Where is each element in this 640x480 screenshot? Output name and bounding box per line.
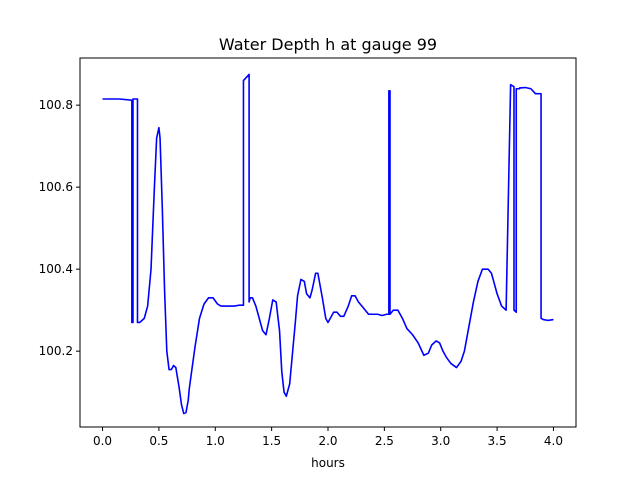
x-axis-ticks: 0.0 0.5 1.0 1.5 2.0 2.5 3.0 3.5 4.0 xyxy=(93,427,563,448)
x-tick-label: 0.5 xyxy=(149,434,168,448)
x-tick-label: 3.5 xyxy=(488,434,507,448)
y-tick-label: 100.2 xyxy=(39,344,73,358)
axes-frame xyxy=(79,57,577,428)
series-line-1 xyxy=(102,73,554,415)
x-tick-label: 1.0 xyxy=(206,434,225,448)
x-axis-label: hours xyxy=(311,456,345,470)
x-tick-label: 0.0 xyxy=(93,434,112,448)
x-tick-label: 1.5 xyxy=(262,434,281,448)
x-tick-label: 2.0 xyxy=(318,434,337,448)
x-tick-label: 2.5 xyxy=(375,434,394,448)
x-tick-label: 4.0 xyxy=(544,434,563,448)
y-tick-label: 100.8 xyxy=(39,98,73,112)
y-tick-label: 100.6 xyxy=(39,180,73,194)
y-axis-ticks: 100.2 100.4 100.6 100.8 xyxy=(39,98,80,358)
plot-area xyxy=(102,73,554,415)
y-tick-label: 100.4 xyxy=(39,262,73,276)
chart-title: Water Depth h at gauge 99 xyxy=(219,35,437,54)
x-tick-label: 3.0 xyxy=(431,434,450,448)
